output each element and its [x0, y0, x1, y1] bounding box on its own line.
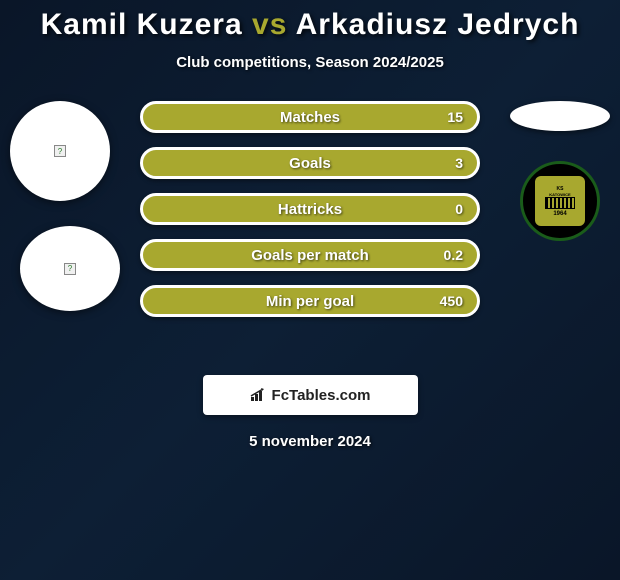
- stat-value: 0: [455, 201, 463, 217]
- stat-value: 3: [455, 155, 463, 171]
- stat-bar-matches: Matches 15: [140, 101, 480, 133]
- stat-label: Min per goal: [266, 293, 354, 310]
- club-badge-shield: KS KATOWICE 1964: [535, 176, 585, 226]
- stat-label: Goals: [289, 155, 331, 172]
- stat-label: Hattricks: [278, 201, 342, 218]
- stat-label: Matches: [280, 109, 340, 126]
- missing-image-icon: ?: [54, 145, 66, 157]
- player1-name: Kamil Kuzera: [41, 8, 243, 41]
- left-player-badges: ? ?: [10, 101, 120, 311]
- player1-photo-placeholder: ?: [10, 101, 110, 201]
- player1-club-placeholder: ?: [20, 226, 120, 311]
- stat-label: Goals per match: [251, 247, 369, 264]
- infographic-container: Kamil Kuzera vs Arkadiusz Jedrych Club c…: [0, 0, 620, 450]
- missing-image-icon: ?: [64, 263, 76, 275]
- player2-photo-placeholder: [510, 101, 610, 131]
- stats-bars: Matches 15 Goals 3 Hattricks 0 Goals per…: [140, 101, 480, 331]
- stat-value: 0.2: [444, 247, 463, 263]
- main-stats-area: ? ? Matches 15 Goals 3 Hattricks 0 Goals…: [0, 101, 620, 361]
- stat-bar-hattricks: Hattricks 0: [140, 193, 480, 225]
- club-goal-icon: [545, 197, 575, 209]
- stat-value: 450: [440, 293, 463, 309]
- brand-footer: FcTables.com: [203, 375, 418, 415]
- vs-text: vs: [252, 8, 287, 41]
- player2-club-badge: KS KATOWICE 1964: [520, 161, 600, 241]
- stat-value: 15: [447, 109, 463, 125]
- subtitle-text: Club competitions, Season 2024/2025: [0, 54, 620, 71]
- stat-bar-mpg: Min per goal 450: [140, 285, 480, 317]
- comparison-title: Kamil Kuzera vs Arkadiusz Jedrych: [0, 8, 620, 42]
- stat-bar-gpm: Goals per match 0.2: [140, 239, 480, 271]
- chart-icon: [250, 388, 268, 402]
- stat-bar-goals: Goals 3: [140, 147, 480, 179]
- date-text: 5 november 2024: [0, 433, 620, 450]
- right-player-badges: KS KATOWICE 1964: [510, 101, 610, 241]
- brand-text: FcTables.com: [272, 387, 371, 404]
- club-badge-outer: KS KATOWICE 1964: [520, 161, 600, 241]
- player2-name: Arkadiusz Jedrych: [296, 8, 580, 41]
- club-year: 1964: [553, 211, 566, 217]
